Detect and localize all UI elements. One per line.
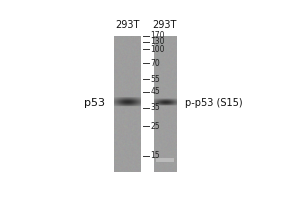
Text: 100: 100 — [150, 45, 165, 54]
Text: 70: 70 — [150, 59, 160, 68]
Text: p53: p53 — [84, 98, 105, 108]
Text: p-p53 (S15): p-p53 (S15) — [185, 98, 243, 108]
Text: 35: 35 — [150, 103, 160, 112]
Text: 55: 55 — [150, 75, 160, 84]
Text: 130: 130 — [150, 37, 165, 46]
Text: 293T: 293T — [153, 20, 177, 30]
Text: 15: 15 — [150, 151, 160, 160]
Text: 170: 170 — [150, 31, 165, 40]
FancyBboxPatch shape — [156, 158, 174, 162]
Text: 25: 25 — [150, 122, 160, 131]
Text: 293T: 293T — [116, 20, 140, 30]
Text: 45: 45 — [150, 87, 160, 96]
